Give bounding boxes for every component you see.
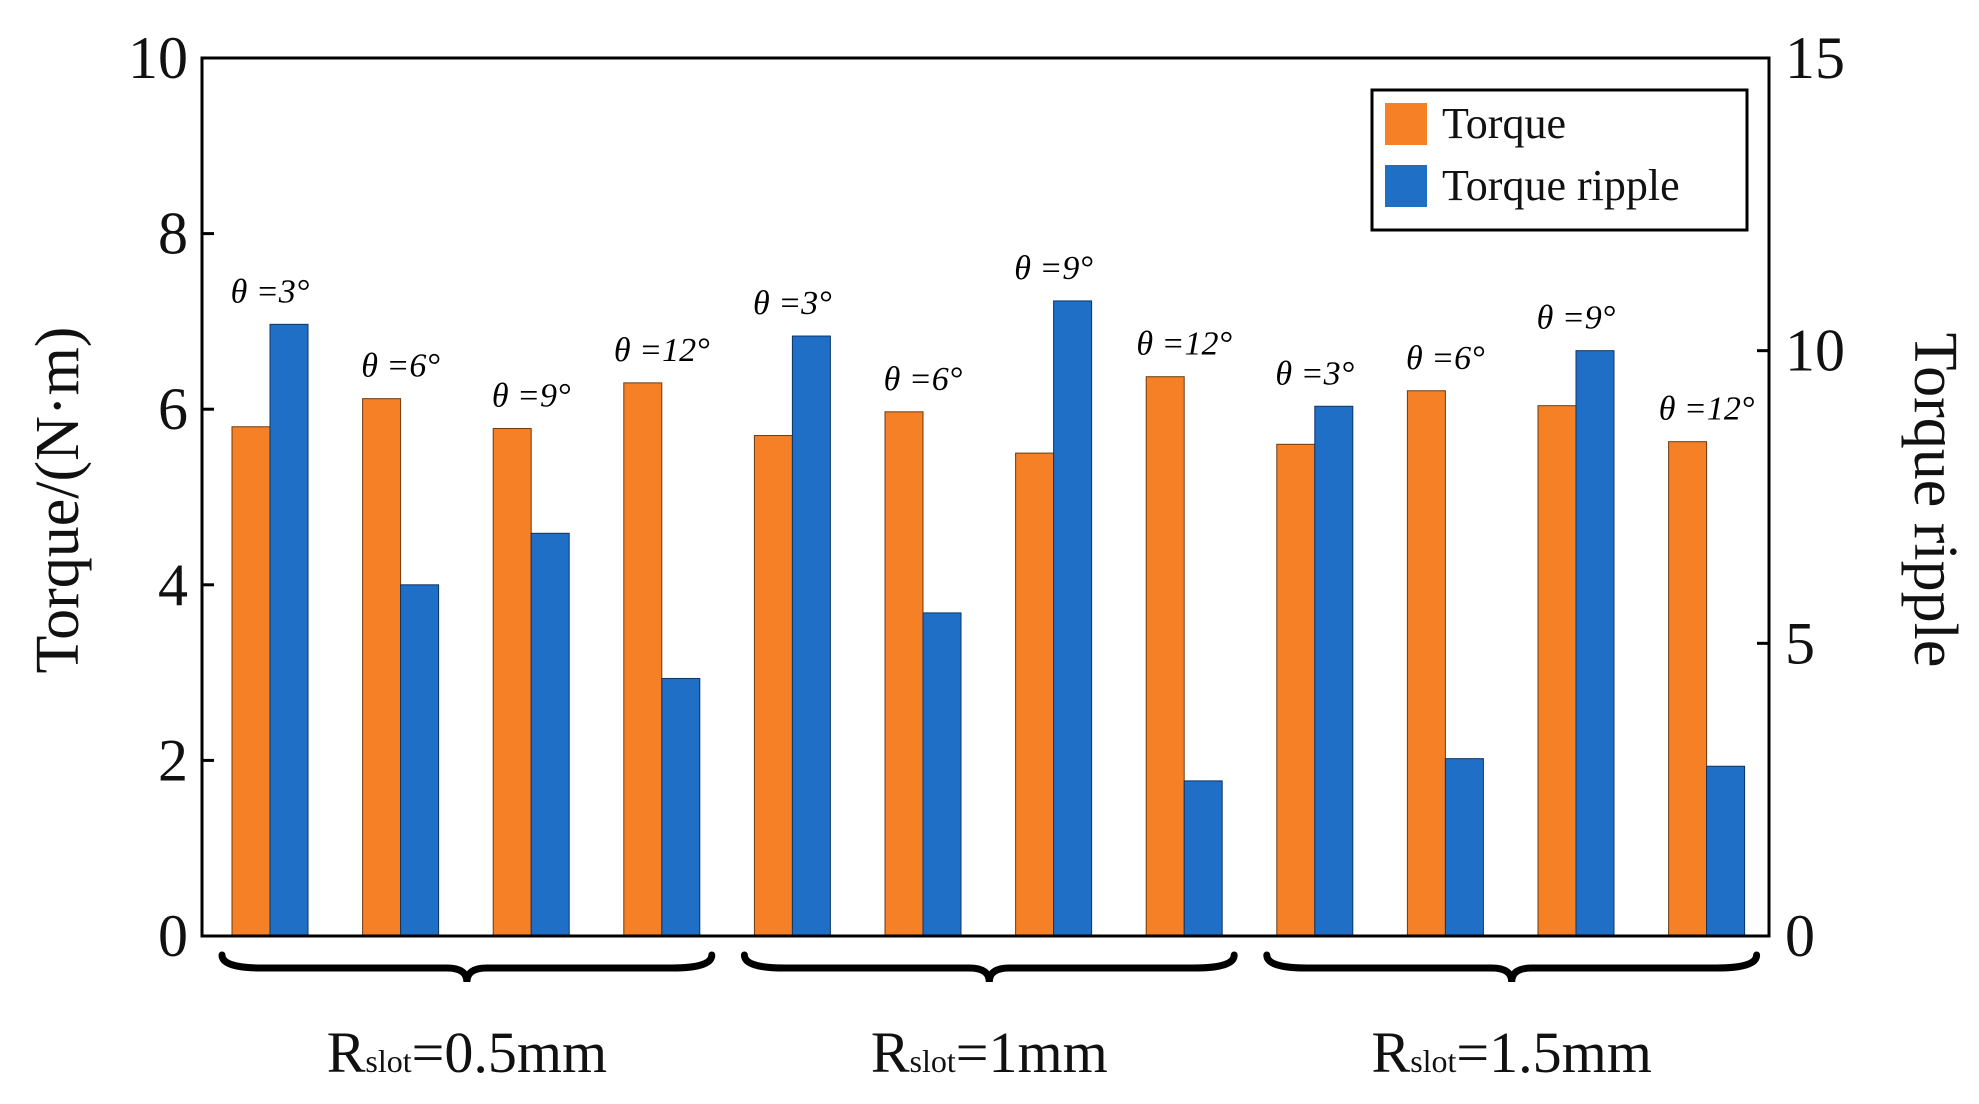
bar-torque-g1-3 [492,428,532,937]
group-braces [218,951,1761,983]
group-labels: Rslot=0.5mm Rslot=1mm Rslot=1.5mm [327,1020,1652,1085]
bar-ripple-g3-3 [1575,350,1615,937]
bar-ripple-g1-4 [661,677,701,937]
left-tick-label-1: 2 [158,727,188,793]
bar-ripple-g2-1 [791,335,831,937]
bar-torque-g1-4 [623,382,663,937]
y-axis-label-right: Torque ripple [1901,333,1969,668]
bar-label-g1-1: θ =3° [231,273,310,310]
bar-label-g2-2: θ =6° [884,361,963,398]
left-tick-label-2: 4 [158,552,188,618]
group-brace-1 [218,951,716,983]
bar-ripple-g1-1 [269,323,309,937]
legend-label-torque: Torque [1442,99,1566,148]
bar-ripple-g2-2 [922,612,962,937]
legend-swatch-torque [1385,103,1427,145]
right-tick-label-2: 10 [1785,318,1845,384]
bar-torque-g3-4 [1668,441,1708,937]
left-tick-label-4: 8 [158,201,188,267]
left-axis: 0 2 4 6 8 10 [128,25,214,969]
bar-ripple-g3-4 [1706,765,1746,937]
bar-label-g3-3: θ =9° [1537,300,1616,337]
group-brace-3 [1263,951,1761,983]
bar-label-g1-4: θ =12° [614,332,710,369]
right-axis: 0 5 10 15 [1757,25,1845,969]
bar-labels-layer: θ =3° θ =6° θ =9° θ =12° θ =3° θ =6° θ =9° θ =1… [231,250,1755,428]
bar-torque-g3-1 [1276,443,1316,937]
bar-label-g2-3: θ =9° [1014,250,1093,287]
bar-label-g3-4: θ =12° [1659,391,1755,428]
bar-torque-g2-1 [753,435,793,937]
bar-ripple-g3-1 [1314,405,1354,937]
bar-ripple-g2-4 [1183,780,1223,937]
bars-layer [231,300,1746,937]
bar-ripple-g2-3 [1053,300,1093,937]
left-tick-label-3: 6 [158,376,188,442]
bar-label-g2-4: θ =12° [1136,326,1232,363]
plot-frame [200,56,1771,938]
left-tick-label-5: 10 [128,25,188,91]
bar-label-g2-1: θ =3° [753,285,832,322]
bar-label-g1-2: θ =6° [361,348,440,385]
bar-torque-g1-2 [362,398,402,937]
y-axis-label: Torque/(N·m) [24,327,92,674]
bar-ripple-g1-2 [400,584,440,937]
bar-torque-g1-1 [231,426,271,937]
group-brace-2 [740,951,1238,983]
bar-label-g3-2: θ =6° [1406,340,1485,377]
group-label-1: Rslot=0.5mm [327,1020,607,1085]
group-label-3: Rslot=1.5mm [1372,1020,1652,1085]
bar-ripple-g1-3 [530,532,570,937]
bar-torque-g3-2 [1406,390,1446,937]
group-label-2: Rslot=1mm [871,1020,1108,1085]
bar-ripple-g3-2 [1444,758,1484,937]
bar-torque-g2-4 [1145,376,1185,937]
right-tick-label-0: 0 [1785,903,1815,969]
legend-swatch-torque-ripple [1385,165,1427,207]
bar-torque-g3-3 [1537,405,1577,937]
legend: Torque Torque ripple [1370,88,1749,232]
left-tick-label-0: 0 [158,903,188,969]
legend-box [1370,88,1749,232]
bar-torque-g2-2 [884,411,924,937]
bar-torque-g2-3 [1015,452,1055,937]
bar-label-g3-1: θ =3° [1275,355,1354,392]
legend-label-torque-ripple: Torque ripple [1442,161,1680,210]
right-tick-label-1: 5 [1785,610,1815,676]
right-tick-label-3: 15 [1785,25,1845,91]
bar-label-g1-3: θ =9° [492,378,571,415]
